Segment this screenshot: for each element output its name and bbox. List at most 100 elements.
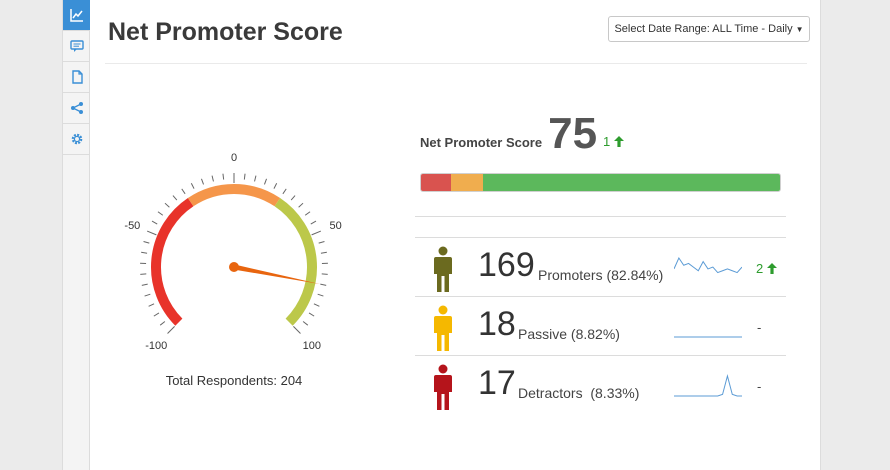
gauge-tick (304, 211, 311, 216)
nps-bar-promoters (482, 174, 780, 191)
nps-summary: Net Promoter Score 75 1 (420, 109, 625, 158)
gauge-tick (320, 283, 327, 286)
passive-change: - (757, 320, 762, 335)
gauge-tick (318, 241, 325, 244)
nps-label: Net Promoter Score (420, 135, 543, 150)
gauge-band (187, 184, 281, 207)
page-title: Net Promoter Score (108, 18, 343, 46)
gauge-tick (172, 195, 178, 201)
gauge-tick (254, 175, 257, 182)
gauge-tick (151, 220, 158, 225)
gauge-tick (141, 251, 148, 254)
gauge-tick (181, 188, 186, 195)
gauge-tick (320, 251, 327, 254)
detractors-label: Detractors (8.33%) (518, 385, 640, 401)
gauge-tick (308, 312, 315, 317)
title-divider (105, 63, 807, 64)
nps-bar-detractors (421, 174, 451, 191)
gauge-tick (190, 183, 195, 189)
person-icon (434, 364, 452, 410)
detractors-change: - (757, 379, 762, 394)
gauge-tick (222, 173, 225, 180)
passive-sparkline (674, 336, 742, 338)
gauge-tick (313, 303, 320, 307)
divider (415, 355, 786, 356)
divider (415, 237, 786, 238)
nps-bar-passive (450, 174, 483, 191)
gauge-band (274, 197, 317, 326)
arrow-up-icon (767, 263, 778, 274)
nps-change: 1 (603, 134, 625, 149)
gauge-tick (153, 312, 160, 317)
sparkline-line (674, 374, 742, 397)
person-icon (434, 305, 452, 351)
gauge-tick-label: -100 (145, 340, 167, 350)
main-panel: Net Promoter Score Select Date Range: AL… (90, 0, 821, 470)
gauge-tick (273, 183, 278, 189)
sidebar (62, 0, 91, 470)
promoters-change: 2 (756, 261, 778, 276)
gauge-tick (143, 241, 150, 244)
date-range-dropdown[interactable]: Select Date Range: ALL Time - Daily ▼ (608, 16, 810, 42)
caret-down-icon: ▼ (795, 24, 804, 34)
gauge-tick (263, 178, 268, 185)
gauge-tick (144, 293, 151, 297)
gauge-tick (200, 178, 205, 185)
sidebar-item-documents[interactable] (63, 62, 91, 93)
passive-label: Passive (8.82%) (518, 326, 620, 342)
promoters-label: Promoters (82.84%) (538, 267, 664, 283)
gauge-tick-label: 50 (330, 220, 342, 232)
gauge-tick (310, 220, 317, 225)
promoters-count: 169 (478, 246, 535, 284)
gauge-tick-label: 0 (231, 152, 237, 164)
nps-change-value: 1 (603, 134, 611, 149)
gauge-tick (290, 195, 296, 201)
line-chart-icon (70, 9, 83, 22)
gear-icon (71, 133, 83, 145)
gauge-tick (293, 326, 301, 334)
gauge-tick (298, 202, 304, 208)
document-icon (72, 70, 83, 84)
sidebar-item-charts[interactable] (63, 0, 91, 31)
promoters-row: 169 Promoters (82.84%) 2 (420, 240, 790, 298)
gauge-tick (317, 293, 324, 297)
nps-gauge: -100 -50 0 50 100 (124, 152, 342, 350)
nps-value: 75 (548, 109, 598, 158)
divider (415, 216, 786, 217)
passive-row: 18 Passive (8.82%) - (420, 299, 790, 357)
gauge-tick-label: -50 (124, 220, 140, 232)
gauge-needle-hub (229, 262, 239, 272)
share-icon (71, 102, 83, 114)
gauge-tick (302, 321, 309, 326)
gauge-tick (243, 173, 246, 180)
gauge-tick (159, 321, 166, 326)
sidebar-item-share[interactable] (63, 93, 91, 124)
gauge-tick (146, 230, 157, 236)
sidebar-item-settings[interactable] (63, 124, 91, 155)
gauge-band (151, 197, 194, 326)
gauge-needle (233, 264, 321, 285)
date-range-label: Select Date Range: ALL Time - Daily (614, 23, 793, 35)
arrow-up-icon (614, 136, 625, 147)
sidebar-item-comments[interactable] (63, 31, 91, 62)
promoters-sparkline (674, 256, 742, 274)
person-icon (434, 246, 452, 292)
detractors-row: 17 Detractors (8.33%) - (420, 358, 790, 416)
passive-count: 18 (478, 305, 516, 343)
gauge-tick (211, 175, 214, 182)
sparkline-line (674, 256, 742, 274)
total-respondents: Total Respondents: 204 (165, 373, 303, 388)
gauge-tick (148, 303, 155, 307)
gauge-tick (141, 283, 148, 286)
nps-distribution-bar (420, 173, 781, 192)
promoters-change-value: 2 (756, 261, 764, 276)
gauge-tick (157, 211, 164, 216)
gauge-tick (311, 230, 322, 236)
gauge-tick (167, 326, 175, 334)
detractors-sparkline (674, 374, 742, 397)
gauge-tick (164, 202, 170, 208)
gauge-tick (282, 188, 287, 195)
comment-icon (70, 40, 84, 52)
detractors-count: 17 (478, 364, 516, 402)
gauge-tick-label: 100 (303, 340, 321, 350)
